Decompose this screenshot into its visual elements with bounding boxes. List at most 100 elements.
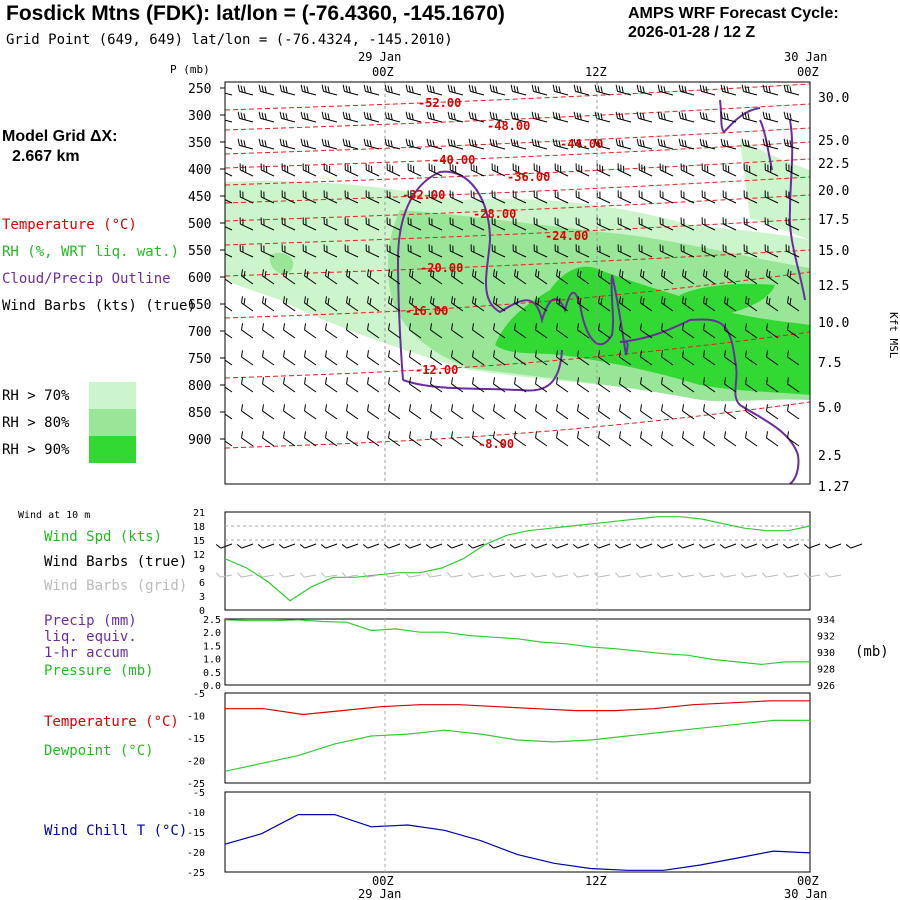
wind-barb — [533, 163, 548, 177]
windchill-line — [224, 813, 811, 871]
pressure-axis-title: P (mb) — [170, 63, 210, 76]
wind-barb — [598, 296, 611, 312]
grid-wind-barb — [740, 572, 758, 578]
wind-barb — [260, 244, 275, 258]
bottom-date-1: 29 Jan — [358, 887, 401, 900]
windchill-tick: -20 — [187, 848, 205, 859]
grid-wind-barb — [551, 572, 569, 578]
height-tick: 15.0 — [818, 244, 849, 259]
pressure-tick: 934 — [817, 615, 835, 626]
bottom-date-2: 30 Jan — [784, 887, 827, 900]
wind-barb — [489, 111, 506, 123]
wind-barb — [575, 244, 590, 258]
wind-barb — [785, 217, 800, 231]
wind-barb — [225, 356, 233, 366]
surface-wind-barb — [320, 543, 338, 549]
wind-barb — [365, 163, 380, 177]
wind-barb — [428, 244, 443, 258]
height-tick: 10.0 — [818, 316, 849, 331]
height-tick: 30.0 — [818, 91, 849, 106]
wind-barb — [680, 190, 695, 204]
grid-wind-barb — [782, 572, 800, 578]
wind-barb — [225, 223, 233, 231]
isotherm-line — [225, 218, 810, 246]
surface-wind-barb — [488, 543, 506, 549]
grid-wind-barb — [761, 572, 779, 578]
wind-barb — [283, 431, 296, 447]
wind-barb — [279, 138, 296, 150]
wind-barb — [745, 296, 758, 312]
wind-barb — [388, 296, 401, 312]
top-time-00z-2: 00Z — [797, 65, 819, 79]
surface-wind-barb — [257, 543, 275, 549]
wind-barb — [472, 431, 485, 447]
wind-barb — [409, 404, 422, 420]
surface-wind-barb — [845, 543, 863, 549]
wind-barb — [430, 269, 443, 285]
wind-barb — [491, 217, 506, 231]
wind-barb — [556, 377, 569, 393]
wind-barb — [552, 84, 569, 96]
wind-barb — [741, 111, 758, 123]
isotherm-label: -8.00 — [478, 437, 514, 451]
wind-barb — [344, 190, 359, 204]
wind-barb — [388, 404, 401, 420]
wind-barb — [365, 190, 380, 204]
wind-barb — [598, 350, 611, 366]
wind-barb — [785, 190, 800, 204]
wind-barb — [237, 138, 254, 150]
wind-speed-tick: 6 — [199, 578, 205, 589]
grid-wind-barb — [530, 572, 548, 578]
wind-barb — [535, 323, 548, 339]
isotherm-line — [225, 249, 810, 277]
wind-barb — [304, 404, 317, 420]
wind-barb — [468, 111, 485, 123]
bottom-time-00z-2: 00Z — [797, 874, 819, 888]
wind-barb — [745, 377, 758, 393]
wind-barb — [363, 84, 380, 96]
wind-barb — [573, 111, 590, 123]
wind-barb — [510, 111, 527, 123]
wind-10m-label: Wind at 10 m — [18, 510, 91, 521]
wind-barb — [720, 138, 737, 150]
wind-barb — [636, 111, 653, 123]
model-grid-label: Model Grid ΔX: 2.667 km — [2, 127, 118, 167]
wind-barb — [386, 163, 401, 177]
grid-wind-barb — [257, 572, 275, 578]
wind-barb — [493, 404, 506, 420]
wind-barb — [367, 350, 380, 366]
isotherm-label: -16.00 — [405, 304, 448, 318]
height-tick: 1.27 — [818, 480, 849, 495]
pressure-tick: 500 — [188, 217, 211, 232]
wind-barb — [451, 269, 464, 285]
isotherm-line — [225, 127, 810, 155]
pressure-tick: 750 — [188, 352, 211, 367]
bottom-time-12z: 12Z — [585, 874, 607, 888]
wind-barb — [535, 404, 548, 420]
wind-barb — [764, 190, 779, 204]
grid-point-subtitle: Grid Point (649, 649) lat/lon = (-76.432… — [6, 32, 453, 48]
wind-barb — [575, 190, 590, 204]
wind-barb — [657, 111, 674, 123]
wind-barb — [323, 163, 338, 177]
rh-legend-90-label: RH > 90% — [2, 442, 70, 458]
wind-barb — [724, 269, 737, 285]
isotherm-line — [225, 141, 810, 169]
top-date-1: 29 Jan — [358, 50, 401, 64]
wind-barb — [535, 350, 548, 366]
wind-barb — [493, 377, 506, 393]
wind-barb — [325, 350, 338, 366]
wind-barb — [661, 296, 674, 312]
wind-barb — [512, 190, 527, 204]
wind-barb — [699, 138, 716, 150]
wind-barb — [764, 244, 779, 258]
wind-barb — [682, 296, 695, 312]
wind-barb — [225, 250, 233, 258]
wind-barb — [657, 84, 674, 96]
wind-barb — [279, 111, 296, 123]
legend-rh: RH (%, WRT liq. wat.) — [2, 244, 180, 260]
wind-barb — [554, 244, 569, 258]
wind-barb — [241, 269, 254, 285]
wind-barb — [724, 323, 737, 339]
wind-barb — [304, 350, 317, 366]
